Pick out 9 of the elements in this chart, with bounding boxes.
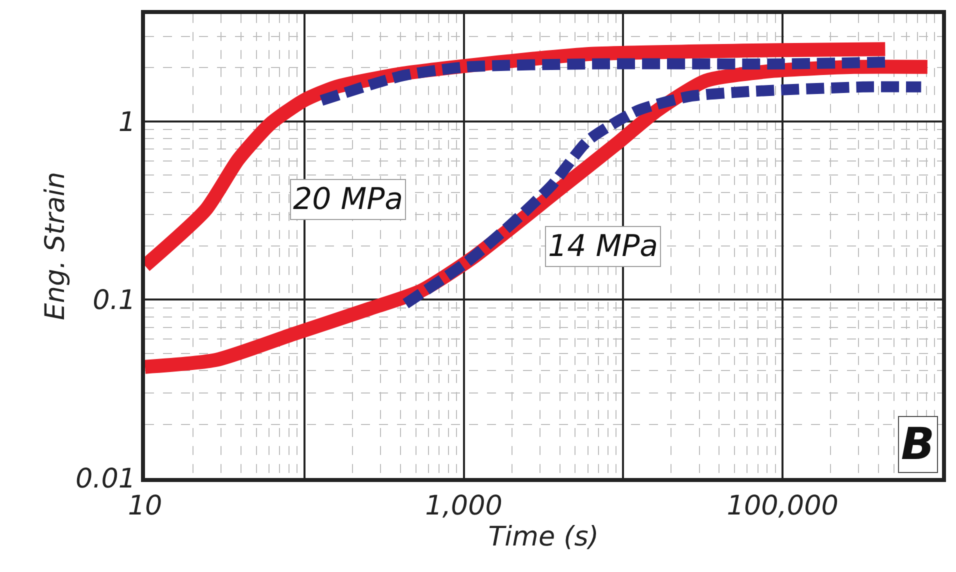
annotation: 14 MPa <box>548 229 658 264</box>
x-tick-label: 100,000 <box>726 490 838 522</box>
y-tick-label: 0.1 <box>92 285 136 316</box>
annotation: 20 MPa <box>293 182 404 217</box>
annotation: B <box>901 419 935 470</box>
x-tick-label: 1,000 <box>425 490 502 522</box>
y-axis-title: Eng. Strain <box>40 172 72 320</box>
y-tick-label: 1 <box>118 106 136 138</box>
x-axis-title: Time (s) <box>488 521 599 552</box>
